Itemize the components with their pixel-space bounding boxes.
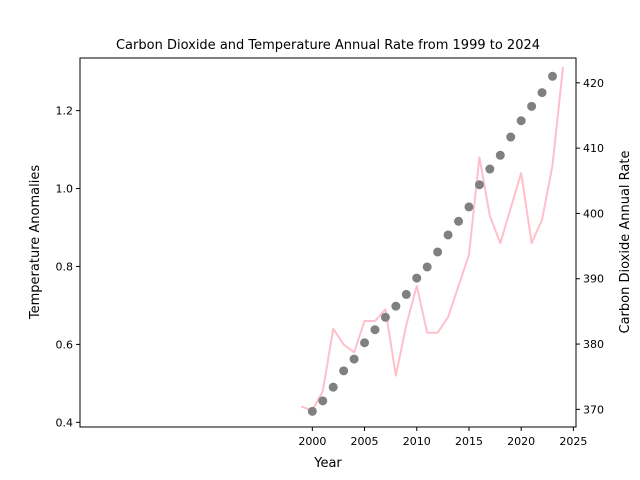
y-right-tick-label: 420 <box>583 77 604 90</box>
co2-point <box>464 202 474 212</box>
co2-point <box>328 382 338 392</box>
co2-point <box>360 338 370 348</box>
y-axis-right-label: Carbon Dioxide Annual Rate <box>618 151 633 334</box>
axes: 2000 2005 2010 2015 2020 2025 0.4 0.6 0.8 1.0 1.2 3… <box>56 77 605 448</box>
y-left-tick-label: 0.6 <box>56 338 74 351</box>
y-right-tick-label: 380 <box>583 338 604 351</box>
co2-point <box>412 273 422 283</box>
co2-point <box>422 262 432 272</box>
co2-point <box>527 101 537 111</box>
co2-point <box>485 164 495 174</box>
co2-point <box>380 312 390 322</box>
co2-point <box>391 301 401 311</box>
chart-title: Carbon Dioxide and Temperature Annual Ra… <box>116 38 540 53</box>
co2-point <box>443 230 453 240</box>
y-left-tick-label: 1.0 <box>56 183 74 196</box>
x-tick-label: 2005 <box>351 435 379 448</box>
y-right-tick-label: 370 <box>583 403 604 416</box>
co2-point <box>506 132 516 142</box>
co2-point <box>537 88 547 98</box>
y-right-tick-label: 410 <box>583 142 604 155</box>
co2-point <box>307 406 317 416</box>
x-tick-label: 2025 <box>559 435 587 448</box>
co2-point <box>548 71 558 81</box>
co2-point <box>318 396 328 406</box>
x-axis-label: Year <box>313 456 342 471</box>
y-left-tick-label: 0.8 <box>56 260 74 273</box>
co2-point <box>516 116 526 126</box>
x-tick-label: 2000 <box>298 435 326 448</box>
co2-point <box>454 216 464 226</box>
co2-point <box>433 247 443 257</box>
x-tick-label: 2020 <box>507 435 535 448</box>
y-axis-left-label: Temperature Anomalies <box>28 165 43 320</box>
co2-point <box>370 325 380 335</box>
plot-frame <box>79 57 577 428</box>
y-left-tick-label: 1.2 <box>56 105 74 118</box>
y-right-tick-label: 400 <box>583 207 604 220</box>
co2-point <box>349 354 359 364</box>
co2-point <box>401 289 411 299</box>
x-tick-label: 2015 <box>455 435 483 448</box>
x-tick-label: 2010 <box>403 435 431 448</box>
y-left-tick-label: 0.4 <box>56 416 74 429</box>
co2-point <box>474 180 484 190</box>
co2-point <box>495 150 505 160</box>
temperature-line <box>300 66 564 412</box>
co2-point <box>339 366 349 376</box>
y-right-tick-label: 390 <box>583 273 604 286</box>
plot-marks <box>300 66 564 416</box>
